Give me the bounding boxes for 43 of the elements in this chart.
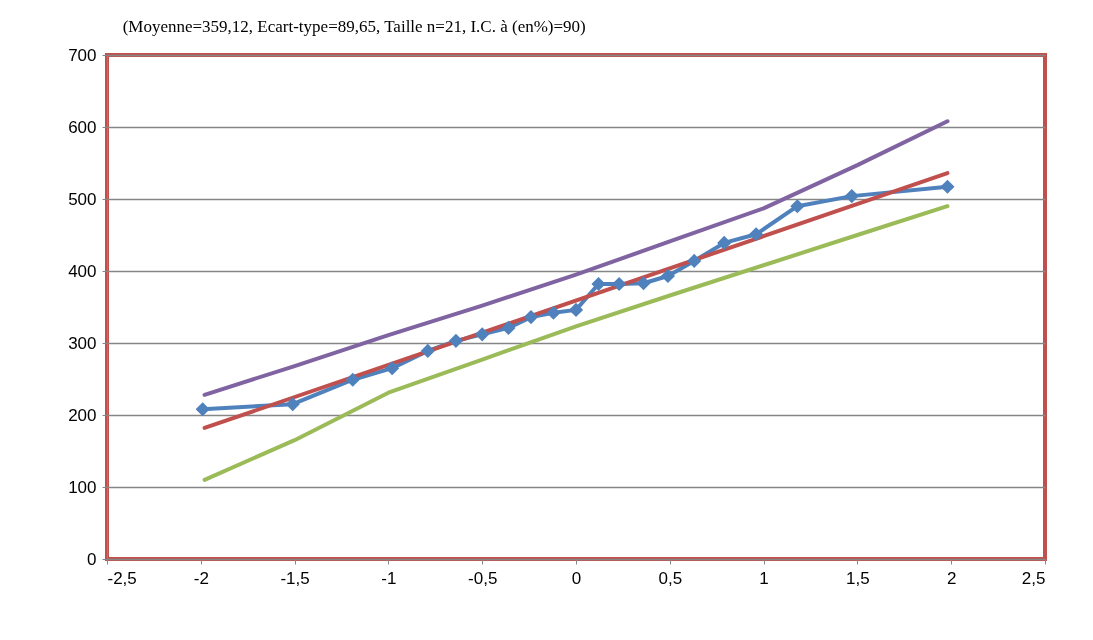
y-tick-label: 600	[68, 117, 97, 137]
x-tick-label: -0,5	[468, 568, 498, 588]
point	[501, 320, 516, 335]
x-tick-label: 2	[946, 568, 957, 588]
point	[660, 268, 675, 284]
point	[687, 253, 702, 268]
point	[448, 333, 464, 348]
point	[636, 276, 651, 291]
x-tick-label: 1,5	[846, 568, 870, 588]
point	[612, 276, 627, 292]
y-tick-label: 400	[68, 261, 97, 281]
point	[591, 276, 606, 292]
point	[717, 235, 732, 250]
x-tick-label: -2,5	[107, 568, 137, 588]
point	[790, 199, 805, 214]
x-tick-label: -1	[381, 568, 397, 588]
point	[385, 361, 400, 376]
y-tick-label: 500	[68, 189, 97, 209]
point	[420, 343, 435, 358]
y-tick-label: 300	[68, 333, 97, 353]
point	[475, 327, 490, 342]
point	[568, 302, 584, 317]
point	[940, 179, 955, 194]
y-tick-label: 700	[68, 45, 97, 65]
x-tick-label: 0	[571, 568, 582, 588]
x-tick-label: 1	[759, 568, 769, 588]
line-series	[202, 204, 950, 482]
point	[345, 372, 360, 387]
point	[195, 402, 210, 417]
point	[523, 310, 539, 325]
x-tick-label: 2,5	[1021, 568, 1046, 588]
x-tick-label: 0,5	[658, 568, 683, 588]
x-tick-label: -1,5	[280, 568, 310, 588]
x-tick-label: -2	[193, 568, 209, 588]
y-tick-label: 0	[87, 549, 97, 569]
point	[285, 397, 300, 412]
point	[546, 305, 561, 320]
point	[844, 189, 859, 204]
y-tick-label: 100	[68, 477, 97, 497]
point	[749, 227, 764, 242]
line-series	[202, 119, 950, 397]
chart-title: (Moyenne=359,12, Ecart-type=89,65, Taille n=21, I.C. à (en%)=90)	[122, 17, 586, 36]
y-tick-label: 200	[68, 405, 97, 425]
